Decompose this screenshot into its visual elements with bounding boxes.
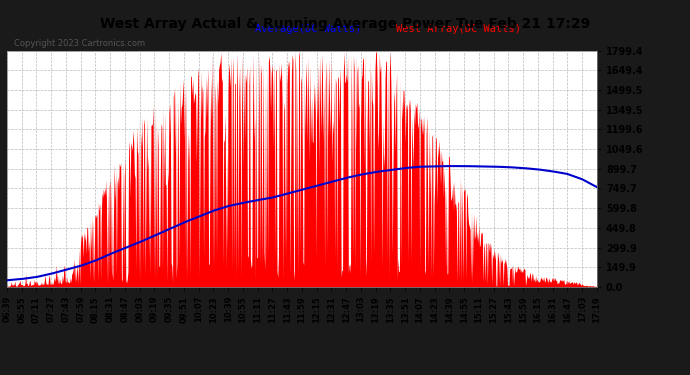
Text: Average(DC Watts): Average(DC Watts) xyxy=(255,24,361,34)
Text: West Array(DC Watts): West Array(DC Watts) xyxy=(396,24,521,34)
Text: Copyright 2023 Cartronics.com: Copyright 2023 Cartronics.com xyxy=(14,39,145,48)
Text: West Array Actual & Running Average Power Tue Feb 21 17:29: West Array Actual & Running Average Powe… xyxy=(100,17,590,31)
